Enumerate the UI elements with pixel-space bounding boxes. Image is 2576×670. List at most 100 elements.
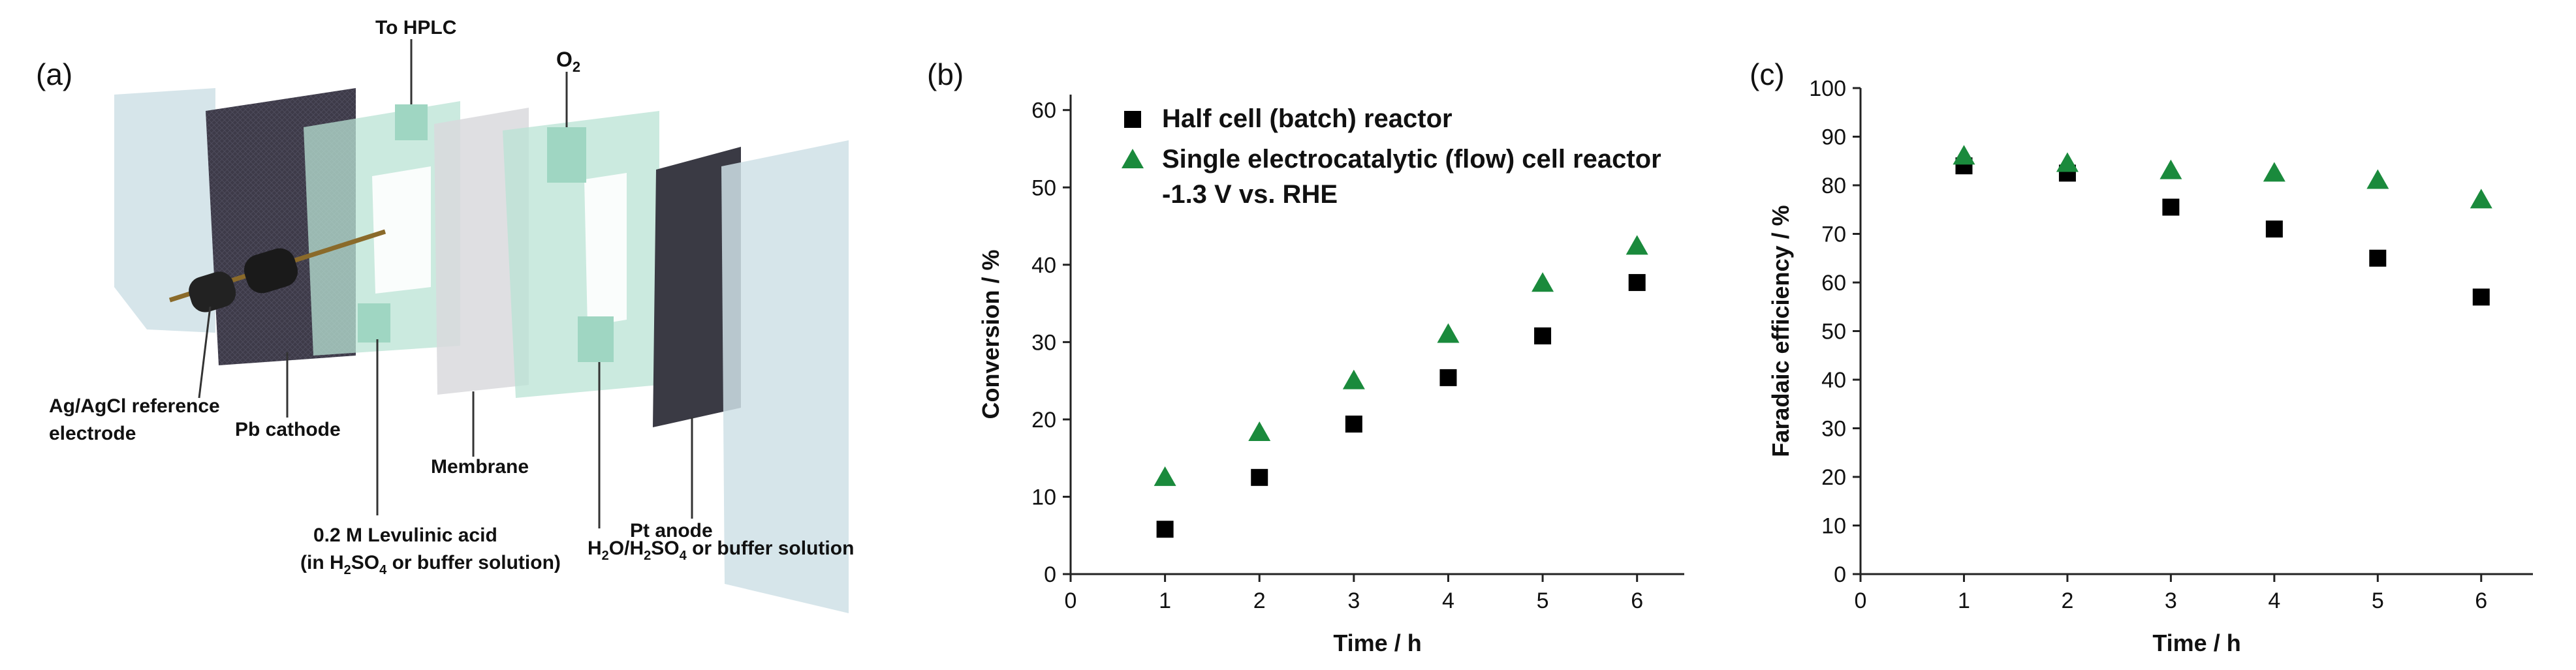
- cell-schematic-panel: (a) To HPL: [0, 0, 914, 670]
- conversion-chart-panel: (b) 0 10 20 30 40 50 60 0 1 2 3 4 5 6 Time / h Conversi…: [914, 0, 1736, 670]
- faradaic-x-axis-title: Time / h: [2152, 630, 2240, 656]
- faradaic-chart-panel: (c) 0 10 20 30 40 50 60 70 80 90 100 0 1 2 3 4 5 6 Time / …: [1736, 0, 2576, 670]
- conversion-legend-label-2: Single electrocatalytic (flow) cell reac…: [1162, 145, 1661, 174]
- o2-label-main: O: [556, 48, 573, 71]
- faradaic-y-tick-label: 80: [1821, 174, 1846, 198]
- faradaic-efficiency-chart: (c) 0 10 20 30 40 50 60 70 80 90 100 0 1 2 3 4 5 6 Time / …: [1750, 57, 2533, 656]
- lev-sub1: 2: [344, 563, 351, 577]
- faradaic-batch-point: [2162, 198, 2180, 216]
- faradaic-marks: [1953, 145, 2492, 306]
- ano-post: or buffer solution: [687, 538, 855, 559]
- faradaic-flow-point: [2263, 162, 2285, 182]
- faradaic-y-tick-label: 100: [1809, 76, 1846, 101]
- faradaic-y-tick-label: 20: [1821, 465, 1846, 490]
- conversion-legend: Half cell (batch) reactor Single electroc…: [1122, 104, 1661, 209]
- conversion-x-axis-title: Time / h: [1333, 630, 1421, 656]
- conversion-flow-point: [1154, 466, 1176, 486]
- right-end-plate: [721, 140, 849, 613]
- faradaic-x-tick-label: 1: [1958, 588, 1970, 613]
- to-hplc-label: To HPLC: [375, 17, 456, 38]
- conversion-x-tick-label: 1: [1159, 588, 1171, 613]
- ano-pre: H: [588, 538, 602, 559]
- ref-electrode-label-2: electrode: [49, 423, 136, 444]
- panel-b-letter: (b): [927, 57, 964, 91]
- faradaic-x-tick-label: 5: [2372, 588, 2384, 613]
- conversion-x-tick-label: 0: [1065, 588, 1077, 613]
- ano-sub3: 4: [680, 549, 687, 563]
- faradaic-flow-point: [2470, 189, 2492, 209]
- conversion-flow-point: [1626, 235, 1648, 255]
- panel-a-letter: (a): [36, 57, 72, 91]
- levulinic-label-1: 0.2 M Levulinic acid: [313, 525, 497, 546]
- conversion-flow-point: [1437, 323, 1460, 343]
- conversion-flow-point: [1342, 369, 1365, 389]
- faradaic-y-tick-label: 70: [1821, 222, 1846, 247]
- conversion-batch-point: [1345, 416, 1362, 433]
- faradaic-y-tick-label: 50: [1821, 320, 1846, 344]
- faradaic-x-tick-label: 6: [2475, 588, 2487, 613]
- conversion-y-tick-label: 60: [1031, 99, 1056, 123]
- conversion-batch-point: [1534, 327, 1552, 344]
- cathode-frame-window: [372, 166, 431, 294]
- faradaic-flow-point: [2056, 152, 2079, 172]
- faradaic-axes: 0 10 20 30 40 50 60 70 80 90 100 0 1 2 3 4 5 6 Time / h Far…: [1767, 76, 2533, 656]
- conversion-y-tick-label: 20: [1031, 408, 1056, 433]
- ano-sub1: 2: [602, 549, 609, 563]
- pt-anode-plate: [653, 147, 741, 427]
- panel-c-letter: (c): [1750, 57, 1785, 91]
- conversion-x-tick-label: 3: [1347, 588, 1360, 613]
- lev-mid: SO: [351, 552, 379, 573]
- faradaic-batch-point: [2369, 249, 2387, 267]
- lev-sub2: 4: [379, 563, 387, 577]
- ano-mid1: O/H: [609, 538, 644, 559]
- pt-anode-label: Pt anode: [630, 520, 713, 541]
- conversion-x-tick-label: 4: [1442, 588, 1454, 613]
- faradaic-y-tick-label: 90: [1821, 125, 1846, 150]
- conversion-y-axis-title: Conversion / %: [977, 249, 1004, 419]
- faradaic-flow-point: [2366, 169, 2389, 189]
- conversion-x-tick-label: 2: [1253, 588, 1266, 613]
- cell-schematic-diagram: (a) To HPL: [36, 17, 854, 613]
- conversion-y-tick-label: 10: [1031, 485, 1056, 510]
- conversion-y-tick-label: 0: [1044, 562, 1056, 587]
- faradaic-x-tick-label: 4: [2268, 588, 2280, 613]
- conversion-flow-point: [1531, 272, 1554, 292]
- conversion-x-tick-label: 5: [1537, 588, 1549, 613]
- o2-outlet-port: [547, 127, 586, 183]
- conversion-legend-label-1: Half cell (batch) reactor: [1162, 104, 1453, 133]
- conversion-axes: 0 10 20 30 40 50 60 0 1 2 3 4 5 6 Time / h Conversion /…: [977, 95, 1684, 656]
- anode-frame-window: [584, 173, 627, 326]
- conversion-x-tick-label: 6: [1631, 588, 1643, 613]
- faradaic-y-tick-label: 10: [1821, 514, 1846, 539]
- conversion-y-tick-label: 40: [1031, 253, 1056, 278]
- conversion-batch-point: [1439, 369, 1457, 386]
- conversion-legend-symbol-1: [1124, 111, 1141, 128]
- faradaic-flow-point: [1953, 145, 1975, 165]
- pb-cathode-label: Pb cathode: [235, 419, 341, 440]
- conversion-chart: (b) 0 10 20 30 40 50 60 0 1 2 3 4 5 6 Time / h Conversi…: [927, 57, 1684, 656]
- ref-electrode-label-1: Ag/AgCl reference: [49, 395, 220, 417]
- membrane-label: Membrane: [431, 456, 529, 478]
- lev-pre: (in H: [300, 552, 344, 573]
- faradaic-batch-point: [2265, 221, 2283, 238]
- reference-electrode-sleeve: [243, 248, 298, 294]
- conversion-legend-symbol-2: [1122, 149, 1144, 168]
- reference-electrode-body: [189, 271, 236, 312]
- anolyte-label: H2O/H2SO4 or buffer solution: [588, 538, 854, 563]
- faradaic-y-tick-label: 30: [1821, 417, 1846, 442]
- conversion-y-tick-label: 50: [1031, 175, 1056, 200]
- ref-leader-line: [198, 306, 212, 399]
- conversion-batch-point: [1156, 521, 1174, 538]
- left-end-plate: [114, 88, 215, 333]
- faradaic-y-tick-label: 60: [1821, 271, 1846, 296]
- ano-sub2: 2: [644, 549, 651, 563]
- faradaic-x-tick-label: 2: [2061, 588, 2073, 613]
- anolyte-inlet-port: [578, 316, 614, 362]
- catholyte-inlet-port: [358, 303, 390, 343]
- faradaic-y-tick-label: 40: [1821, 368, 1846, 393]
- faradaic-flow-point: [2160, 159, 2182, 179]
- conversion-flow-point: [1248, 421, 1271, 442]
- conversion-marks: [1154, 235, 1648, 538]
- conversion-y-tick-label: 30: [1031, 330, 1056, 355]
- conversion-batch-point: [1628, 274, 1646, 292]
